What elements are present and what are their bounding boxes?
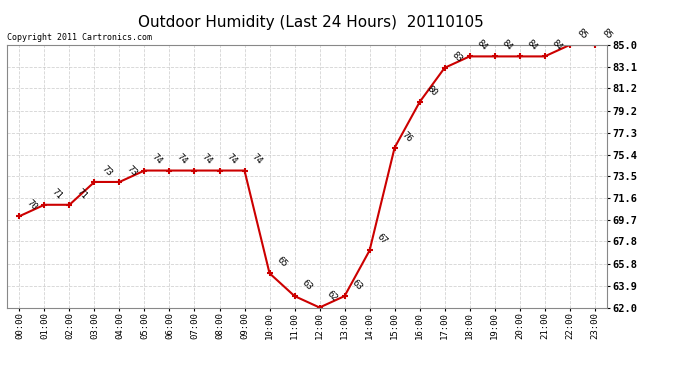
Text: 83: 83 (450, 50, 464, 64)
Text: 63: 63 (350, 278, 364, 292)
Text: Outdoor Humidity (Last 24 Hours)  20110105: Outdoor Humidity (Last 24 Hours) 2011010… (137, 15, 484, 30)
Text: 80: 80 (425, 84, 439, 98)
Text: 65: 65 (275, 255, 289, 269)
Text: 84: 84 (550, 38, 564, 52)
Text: 74: 74 (200, 152, 214, 166)
Text: 71: 71 (50, 187, 64, 201)
Text: 73: 73 (100, 164, 114, 178)
Text: 84: 84 (475, 38, 489, 52)
Text: 71: 71 (75, 187, 89, 201)
Text: 74: 74 (150, 152, 164, 166)
Text: 67: 67 (375, 232, 389, 246)
Text: 85: 85 (575, 27, 589, 41)
Text: 62: 62 (325, 290, 339, 303)
Text: 76: 76 (400, 130, 414, 144)
Text: 74: 74 (175, 152, 189, 166)
Text: 84: 84 (500, 38, 514, 52)
Text: Copyright 2011 Cartronics.com: Copyright 2011 Cartronics.com (7, 33, 152, 42)
Text: 84: 84 (525, 38, 539, 52)
Text: 74: 74 (225, 152, 239, 166)
Text: 73: 73 (125, 164, 139, 178)
Text: 70: 70 (25, 198, 39, 212)
Text: 74: 74 (250, 152, 264, 166)
Text: 63: 63 (300, 278, 314, 292)
Text: 85: 85 (600, 27, 614, 41)
